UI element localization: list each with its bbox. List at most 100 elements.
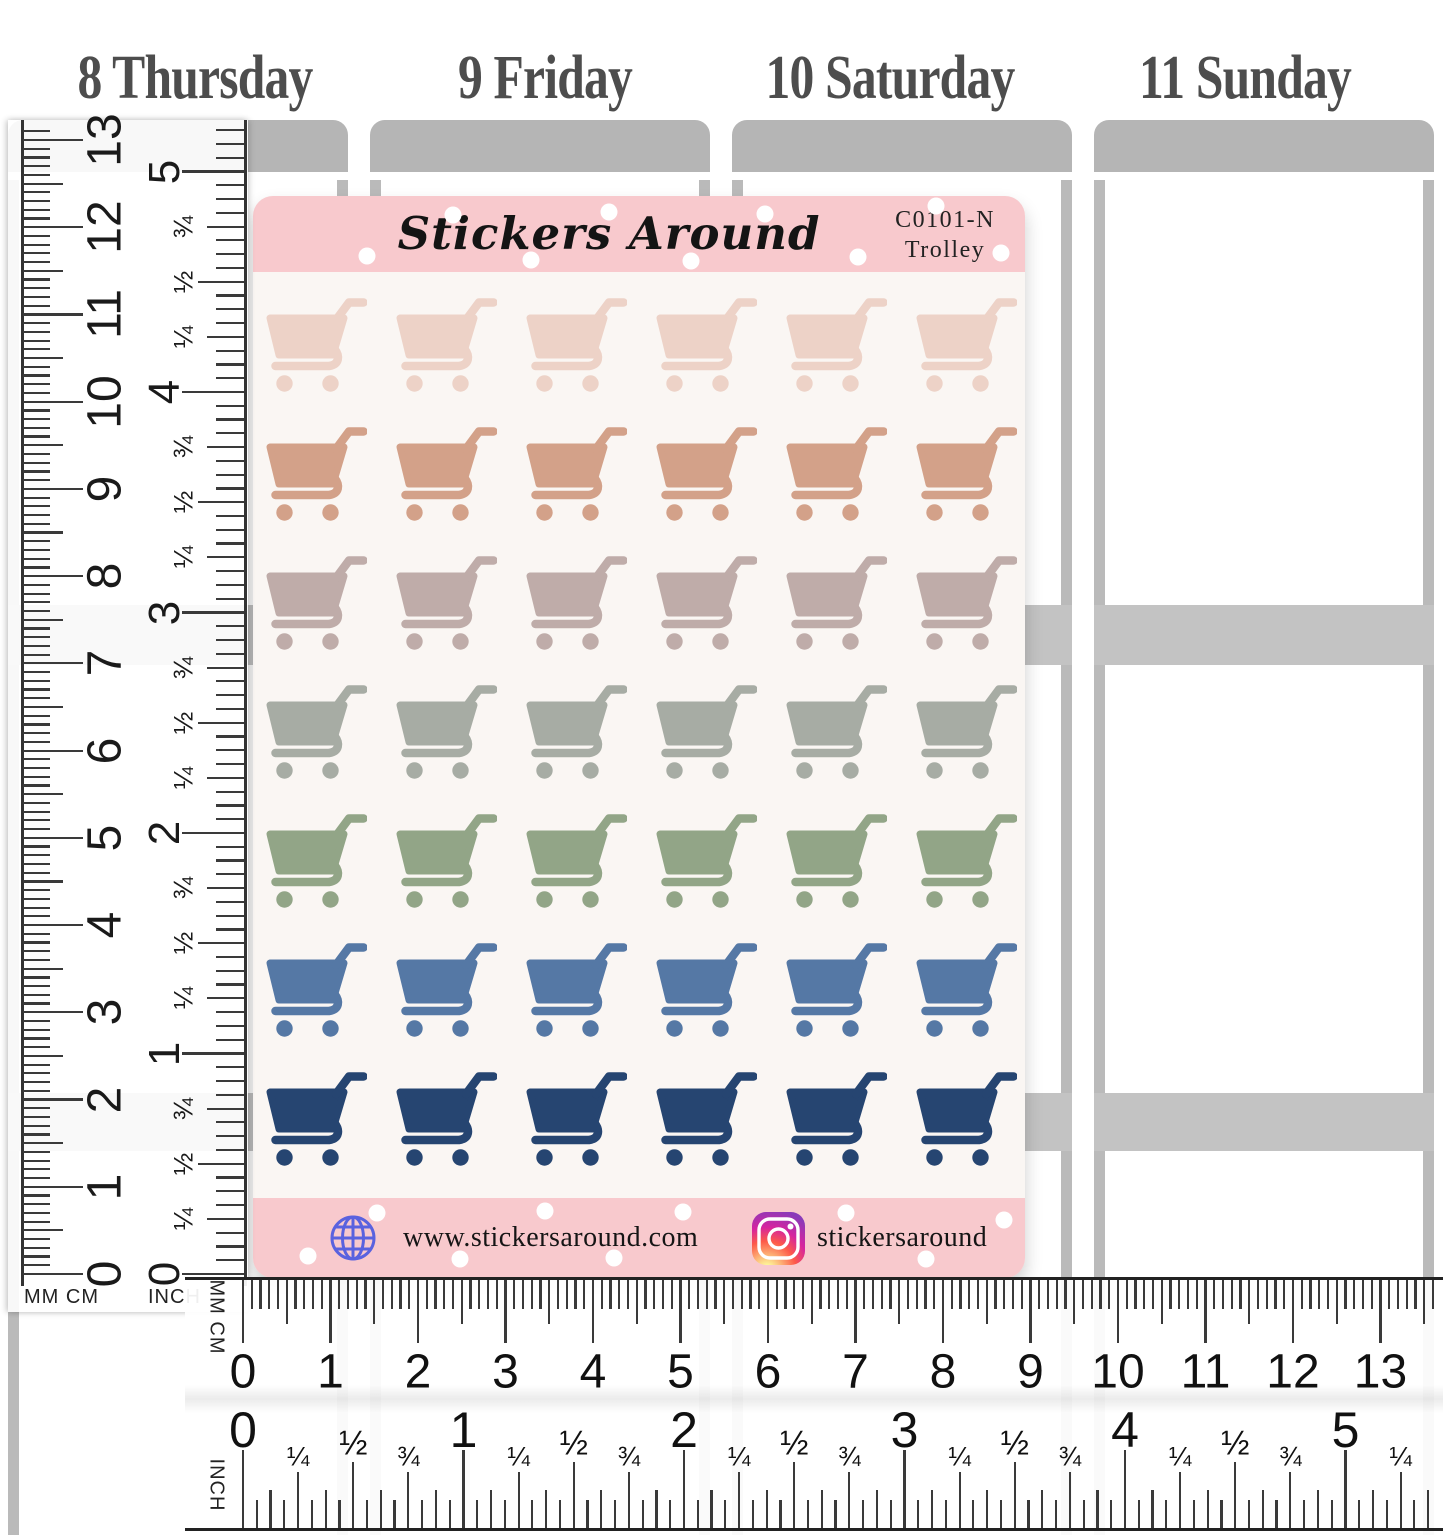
inch-fraction: ¾ <box>168 876 199 900</box>
cm-number: 8 <box>929 1345 957 1399</box>
cm-tick <box>906 1279 910 1309</box>
cm-number: 9 <box>78 475 132 503</box>
polka-dot <box>674 1203 692 1221</box>
cm-tick <box>23 854 50 857</box>
polka-dot <box>522 251 540 269</box>
cm-number: 9 <box>1017 1345 1044 1399</box>
cm-number: 8 <box>78 562 132 590</box>
inch-tick <box>710 1490 713 1528</box>
cm-tick <box>1151 1279 1155 1309</box>
inch-tick <box>207 1107 244 1110</box>
inch-fraction: ¼ <box>168 987 199 1010</box>
inch-tick <box>216 253 244 256</box>
inch-tick <box>1013 1462 1016 1528</box>
planner-row-band <box>1094 1093 1434 1151</box>
cm-tick <box>320 1279 323 1309</box>
cm-tick <box>23 269 63 272</box>
inch-tick <box>216 955 244 959</box>
inch-tick <box>216 349 244 352</box>
cm-tick <box>23 592 50 595</box>
trolley-sticker-sage <box>263 809 367 913</box>
cm-tick <box>723 1279 726 1324</box>
inch-fraction: ¾ <box>838 1441 861 1472</box>
cm-tick <box>1230 1279 1233 1309</box>
cm-tick <box>1300 1279 1303 1309</box>
inch-tick <box>848 1472 851 1528</box>
cm-tick <box>23 932 50 935</box>
inch-fraction: ½ <box>168 931 199 955</box>
inch-tick <box>1123 1450 1127 1528</box>
cm-tick <box>268 1279 271 1309</box>
trolley-sticker-steel-blue <box>263 938 367 1042</box>
cm-tick <box>23 1246 50 1249</box>
cm-tick <box>23 1185 83 1188</box>
inch-tick <box>310 1500 313 1528</box>
inch-tick <box>216 514 244 518</box>
cm-tick <box>373 1279 376 1324</box>
cm-tick <box>23 182 63 185</box>
inch-tick <box>207 446 244 449</box>
cm-tick <box>23 147 50 150</box>
cm-tick <box>1186 1279 1190 1309</box>
cm-tick <box>854 1279 857 1343</box>
inch-tick <box>216 597 244 600</box>
cm-tick <box>661 1279 665 1309</box>
inch-tick <box>216 211 244 214</box>
cm-tick <box>985 1279 988 1324</box>
trolley-sticker-sage <box>653 809 757 913</box>
cm-tick <box>1020 1279 1023 1309</box>
cm-tick <box>346 1279 350 1309</box>
trolley-sticker-blush <box>393 293 497 397</box>
cm-tick <box>819 1279 822 1309</box>
cm-tick <box>749 1279 752 1309</box>
cm-tick <box>600 1279 603 1309</box>
cm-tick <box>23 697 50 700</box>
inch-tick <box>1344 1450 1347 1528</box>
inch-tick <box>669 1500 672 1528</box>
inch-tick <box>216 363 244 366</box>
cm-tick <box>23 583 50 586</box>
cm-tick <box>23 356 63 360</box>
cm-tick <box>390 1279 393 1309</box>
cm-tick <box>23 967 63 970</box>
inch-tick <box>216 1024 244 1028</box>
cm-tick <box>23 487 83 491</box>
cm-tick <box>23 444 63 447</box>
cm-tick <box>23 138 83 142</box>
cm-tick <box>1379 1279 1382 1343</box>
inch-tick <box>1082 1500 1085 1528</box>
inch-number: 0 <box>140 1261 189 1287</box>
cm-tick <box>23 252 50 255</box>
trolley-sticker-gray <box>913 680 1017 784</box>
inch-tick <box>407 1472 410 1528</box>
cm-tick <box>23 295 50 299</box>
inch-tick <box>1027 1500 1030 1528</box>
cm-tick <box>591 1279 595 1343</box>
cm-tick <box>1431 1279 1435 1309</box>
cm-tick <box>1169 1279 1172 1309</box>
cm-number: 2 <box>78 1086 132 1113</box>
inch-number: 4 <box>1111 1402 1139 1458</box>
cm-tick <box>670 1279 673 1309</box>
planner-column-header <box>370 120 710 172</box>
trolley-sticker-sage <box>393 809 497 913</box>
cm-tick <box>23 810 50 813</box>
cm-tick <box>758 1279 761 1309</box>
cm-tick <box>714 1279 717 1309</box>
cm-tick <box>23 1124 50 1127</box>
inch-tick <box>198 721 244 724</box>
inch-tick <box>517 1472 520 1528</box>
cm-tick <box>504 1279 507 1343</box>
cm-number: 4 <box>579 1345 607 1399</box>
cm-tick <box>644 1279 647 1309</box>
cm-tick <box>23 208 50 211</box>
inch-tick <box>216 818 244 821</box>
cm-tick <box>23 897 50 900</box>
inch-tick <box>476 1500 479 1528</box>
inch-tick <box>216 1190 244 1193</box>
cm-tick <box>1361 1279 1365 1309</box>
inch-tick <box>216 790 244 793</box>
cm-tick <box>259 1279 262 1309</box>
cm-tick <box>696 1279 700 1309</box>
cm-number: 5 <box>78 824 132 852</box>
